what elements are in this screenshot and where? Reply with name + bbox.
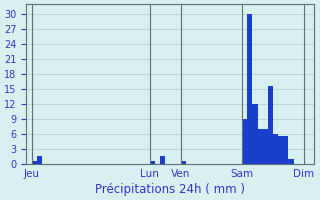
Bar (160, 156, 165, 164)
Bar (242, 119, 247, 164)
Bar (252, 104, 258, 164)
Bar (283, 136, 288, 164)
Bar (247, 14, 252, 164)
Bar (273, 134, 278, 164)
Bar (278, 136, 283, 164)
Bar (180, 161, 186, 164)
Bar (150, 161, 155, 164)
Bar (37, 156, 42, 164)
Bar (288, 159, 293, 164)
X-axis label: Précipitations 24h ( mm ): Précipitations 24h ( mm ) (95, 183, 245, 196)
Bar (32, 161, 37, 164)
Bar (268, 86, 273, 164)
Bar (258, 129, 263, 164)
Bar (263, 129, 268, 164)
